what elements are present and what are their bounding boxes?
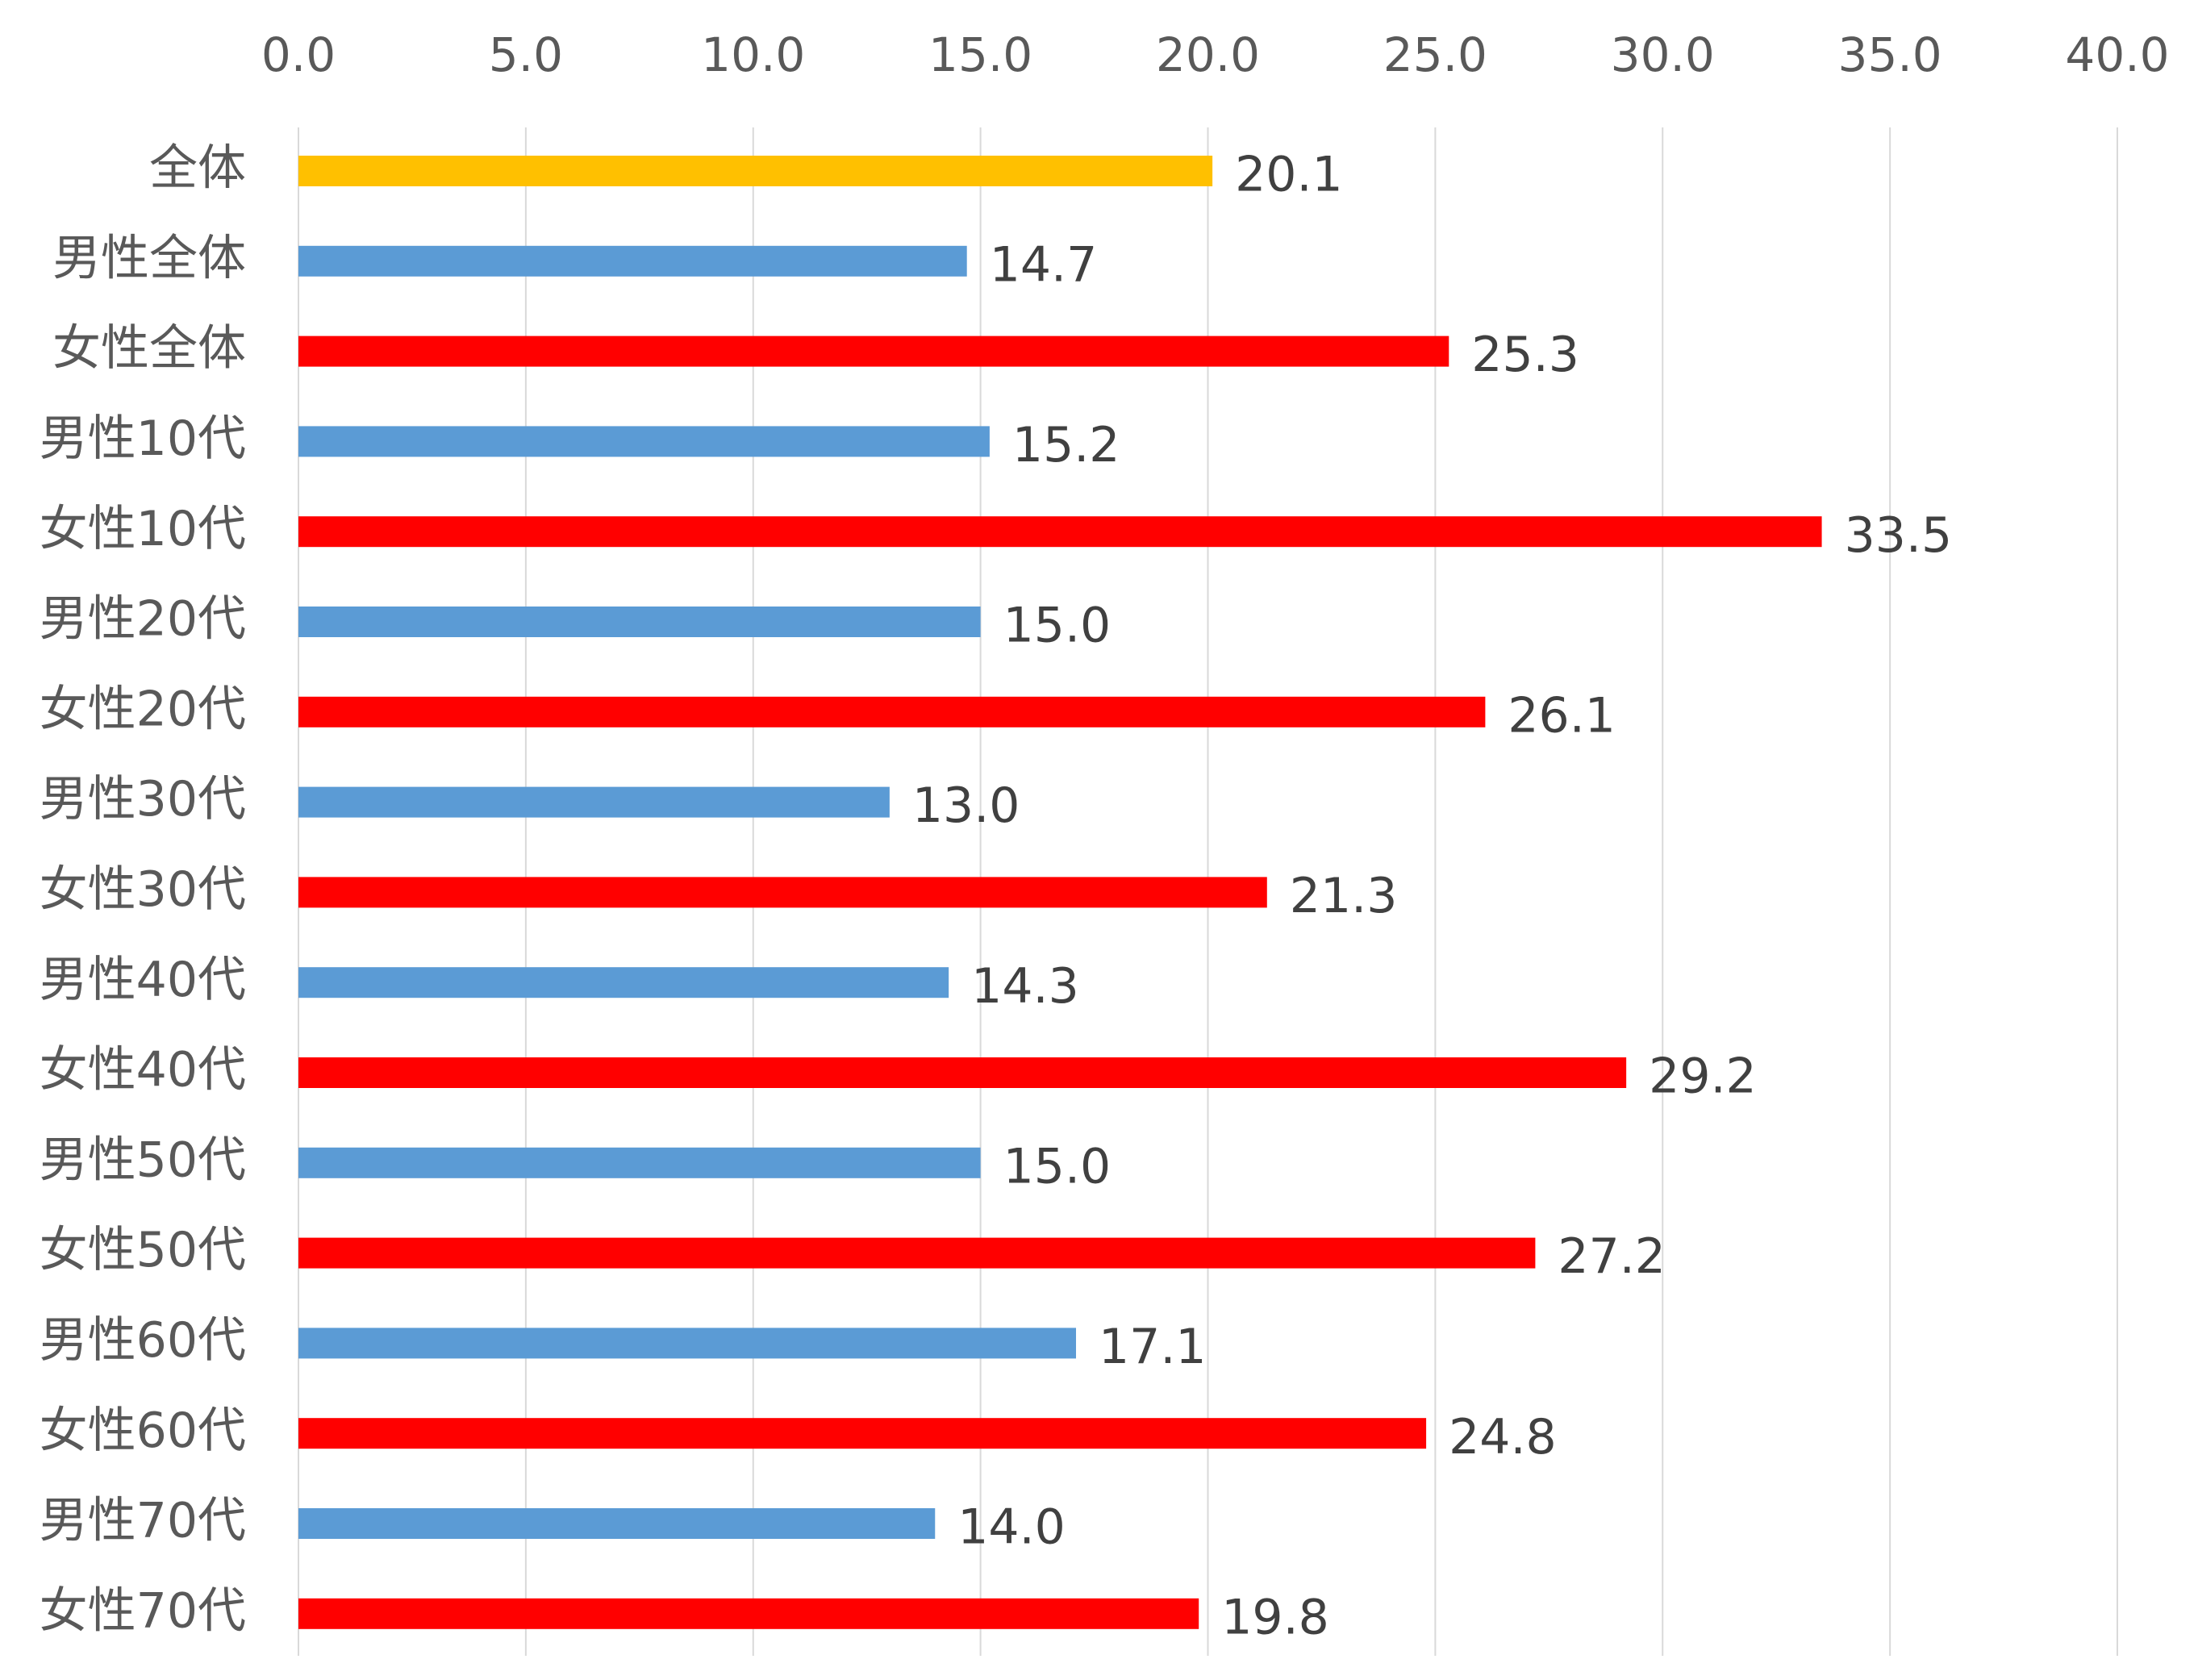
data-label: 14.7: [990, 236, 1098, 293]
bar: [298, 877, 1267, 908]
x-tick-label: 0.0: [261, 27, 336, 82]
data-label: 13.0: [912, 777, 1020, 834]
bar: [298, 1418, 1427, 1449]
data-label: 26.1: [1508, 687, 1616, 744]
x-tick-label: 10.0: [701, 27, 805, 82]
data-label: 21.3: [1290, 868, 1398, 924]
data-labels: 20.1 14.7 25.3 15.2 33.5 15.0 26.1 13.0 21.3 14.3…: [912, 147, 1952, 1646]
category-label: 男性10代: [40, 411, 246, 467]
bar: [298, 1598, 1199, 1629]
bar: [298, 696, 1486, 727]
data-label: 24.8: [1449, 1409, 1557, 1465]
x-tick-label: 35.0: [1838, 27, 1942, 82]
bar: [298, 336, 1449, 367]
category-label: 女性70代: [40, 1582, 246, 1639]
category-label: 女性60代: [40, 1403, 246, 1459]
bar: [298, 516, 1822, 548]
x-tick-label: 5.0: [489, 27, 563, 82]
x-tick-label: 25.0: [1383, 27, 1487, 82]
data-label: 15.2: [1012, 417, 1120, 473]
bar: [298, 967, 949, 998]
category-label: 男性20代: [40, 591, 246, 648]
data-label: 25.3: [1471, 327, 1579, 383]
x-axis-tick-labels: 0.0 5.0 10.0 15.0 20.0 25.0 30.0 35.0 40.0: [261, 27, 2170, 82]
category-label: 女性10代: [40, 501, 246, 557]
x-tick-label: 40.0: [2065, 27, 2169, 82]
data-label: 17.1: [1099, 1319, 1207, 1375]
category-label: 男性50代: [40, 1132, 246, 1188]
category-label: 女性全体: [52, 320, 246, 377]
bar: [298, 786, 890, 818]
data-label: 19.8: [1221, 1589, 1329, 1645]
data-label: 27.2: [1558, 1228, 1666, 1285]
category-labels: 全体男性全体女性全体男性10代女性10代男性20代女性20代男性30代女性30代…: [40, 140, 246, 1640]
data-label: 15.0: [1003, 1138, 1112, 1194]
data-label: 20.1: [1235, 147, 1343, 203]
category-label: 女性30代: [40, 861, 246, 918]
category-label: 男性40代: [40, 952, 246, 1008]
data-label: 14.3: [971, 958, 1079, 1015]
data-label: 33.5: [1845, 507, 1953, 564]
data-label: 14.0: [957, 1499, 1066, 1556]
category-label: 女性50代: [40, 1222, 246, 1278]
data-label: 15.0: [1003, 598, 1112, 654]
data-label: 29.2: [1649, 1048, 1757, 1105]
bar: [298, 1057, 1627, 1088]
x-tick-label: 15.0: [928, 27, 1032, 82]
bar: [298, 1147, 981, 1178]
bar: [298, 156, 1213, 186]
bar: [298, 426, 990, 457]
category-label: 男性30代: [40, 771, 246, 827]
category-label: 男性70代: [40, 1493, 246, 1549]
bar: [298, 607, 981, 637]
bar: [298, 1237, 1536, 1269]
bar: [298, 1328, 1077, 1359]
category-label: 女性20代: [40, 681, 246, 737]
x-tick-label: 30.0: [1611, 27, 1715, 82]
bars: [298, 156, 1822, 1629]
x-tick-label: 20.0: [1156, 27, 1260, 82]
bar: [298, 1508, 936, 1539]
category-label: 男性60代: [40, 1312, 246, 1369]
category-label: 全体: [149, 140, 246, 197]
bar: [298, 245, 967, 277]
category-label: 男性全体: [52, 230, 246, 286]
category-label: 女性40代: [40, 1042, 246, 1098]
